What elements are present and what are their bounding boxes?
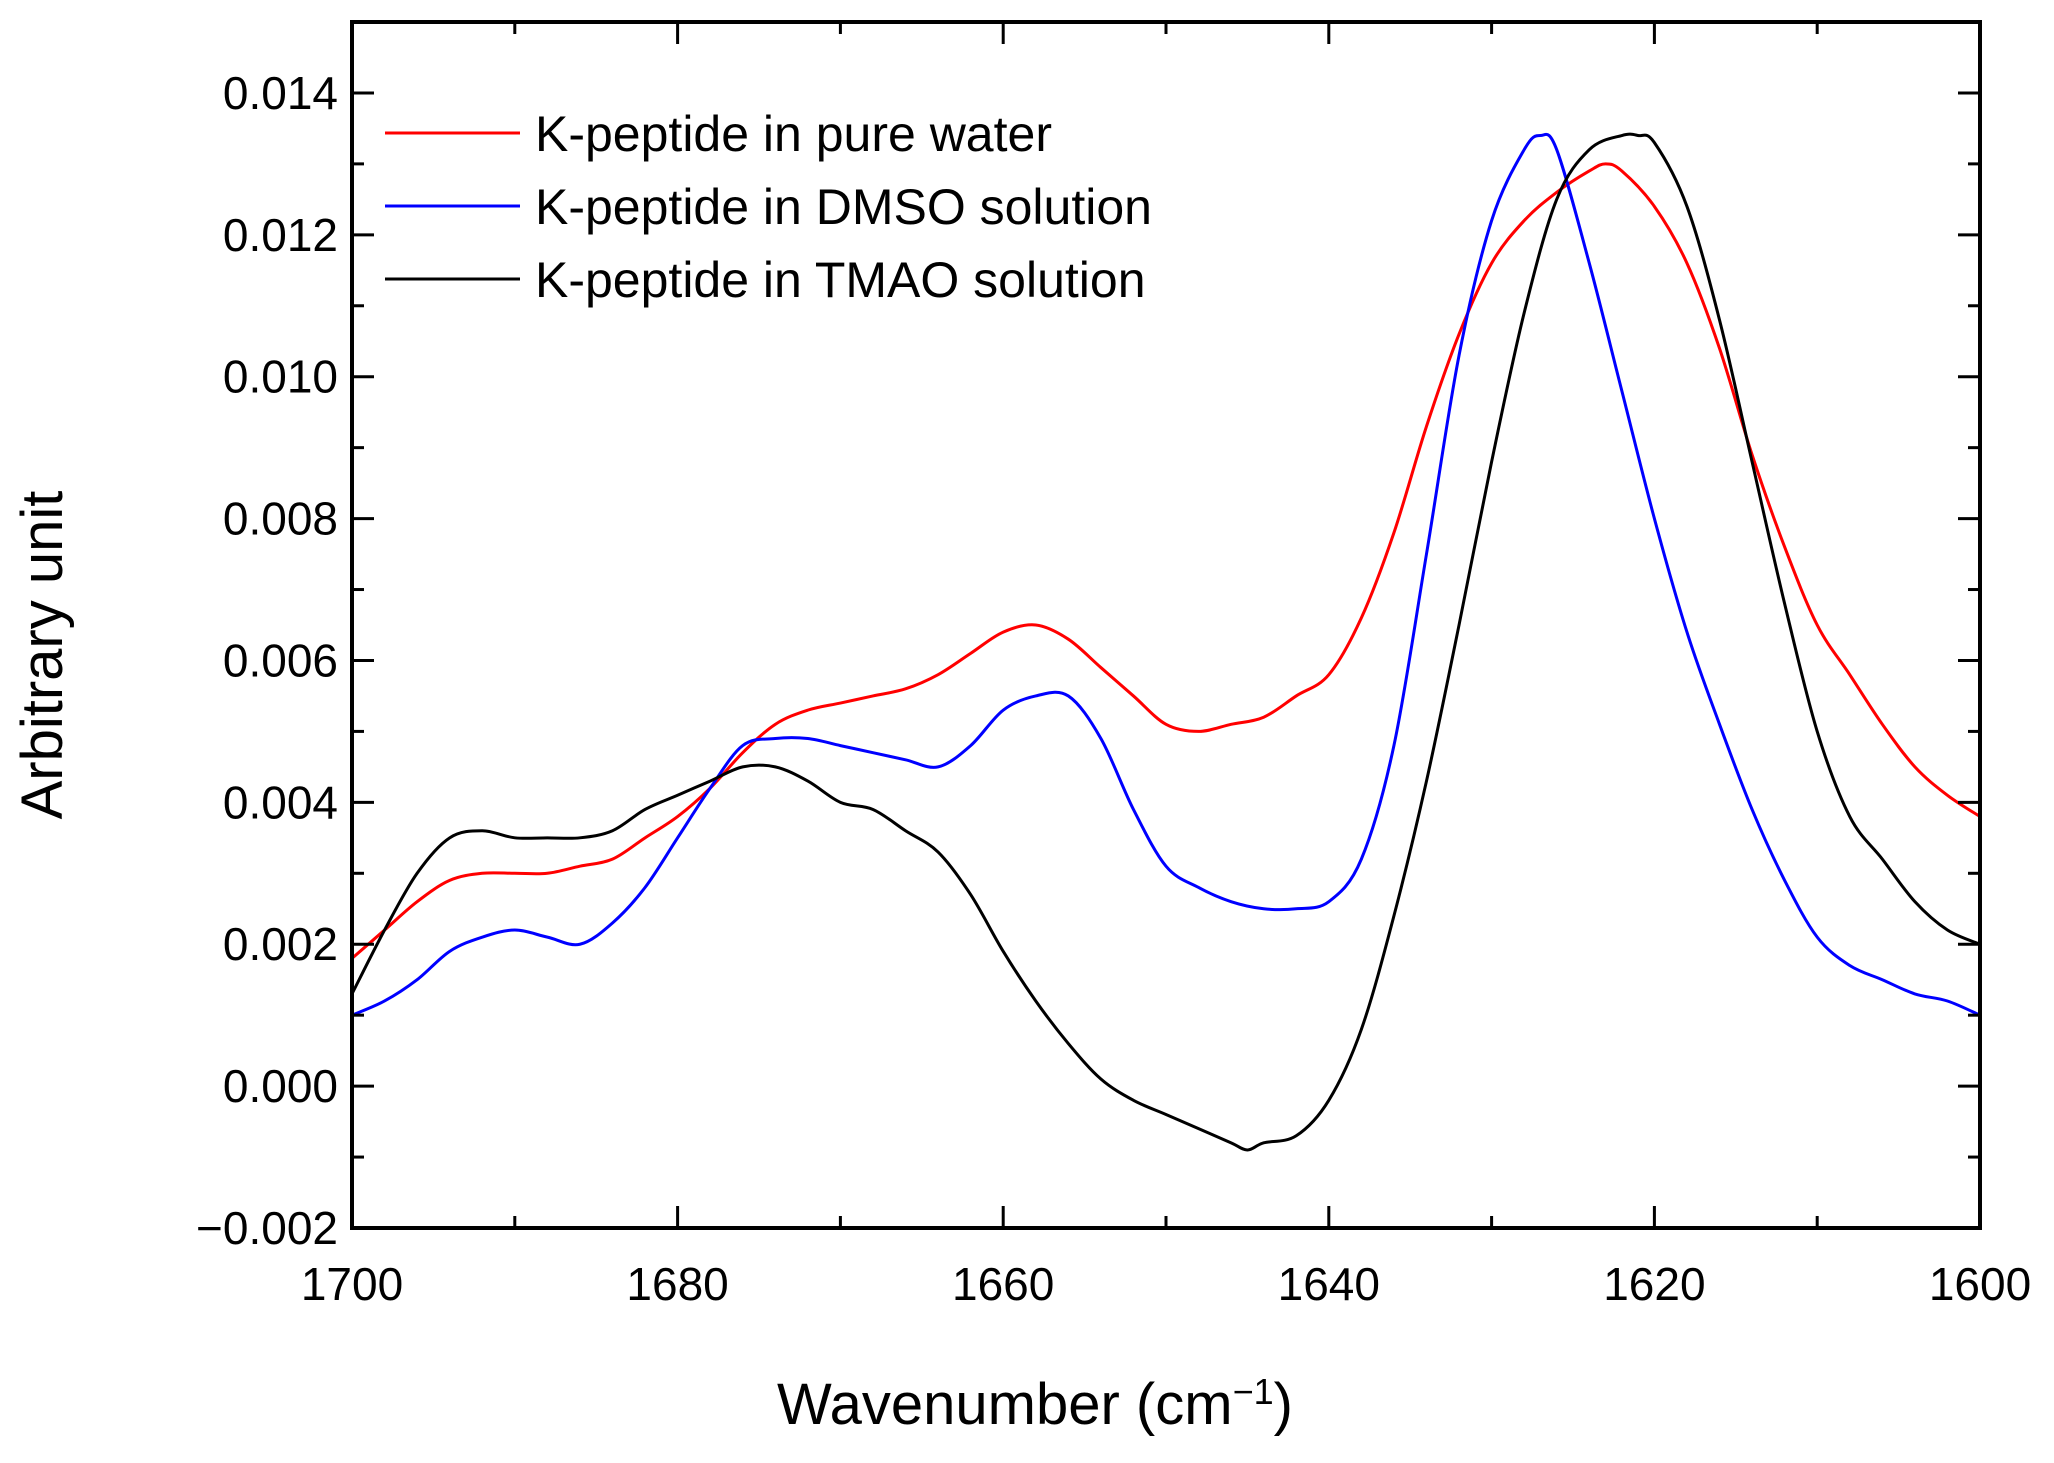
legend-label-3: K-peptide in TMAO solution bbox=[535, 252, 1146, 308]
y-tick-label: 0.010 bbox=[223, 351, 338, 403]
y-tick-label: 0.002 bbox=[223, 918, 338, 970]
y-tick-label: 0.008 bbox=[223, 493, 338, 545]
series-layer bbox=[352, 132, 1980, 1152]
y-tick-label: 0.006 bbox=[223, 634, 338, 686]
axes-layer: 1700 1680 1660 1640 1620 1600 −0.002 0.000 0.002… bbox=[196, 20, 2031, 1310]
x-tick-label: 1620 bbox=[1603, 1258, 1705, 1310]
x-tick-label: 1660 bbox=[952, 1258, 1054, 1310]
x-tick-label: 1600 bbox=[1929, 1258, 2031, 1310]
series-line-2 bbox=[352, 132, 1980, 1017]
x-axis-title: Wavenumber (cm−1) bbox=[777, 1371, 1293, 1438]
y-tick-label: −0.002 bbox=[196, 1202, 338, 1254]
legend-label-1: K-peptide in pure water bbox=[535, 106, 1052, 162]
series-line-3 bbox=[352, 132, 1980, 1152]
y-tick-label: 0.004 bbox=[223, 776, 338, 828]
series-line-1 bbox=[352, 162, 1980, 960]
y-axis-title: Arbitrary unit bbox=[10, 491, 75, 820]
y-tick-label: 0.000 bbox=[223, 1060, 338, 1112]
x-tick-label: 1680 bbox=[626, 1258, 728, 1310]
legend: K-peptide in pure water K-peptide in DMSO… bbox=[385, 106, 1152, 308]
legend-label-2: K-peptide in DMSO solution bbox=[535, 179, 1152, 235]
x-tick-label: 1700 bbox=[301, 1258, 403, 1310]
y-tick-label: 0.014 bbox=[223, 67, 338, 119]
y-tick-label: 0.012 bbox=[223, 209, 338, 261]
x-tick-label: 1640 bbox=[1278, 1258, 1380, 1310]
